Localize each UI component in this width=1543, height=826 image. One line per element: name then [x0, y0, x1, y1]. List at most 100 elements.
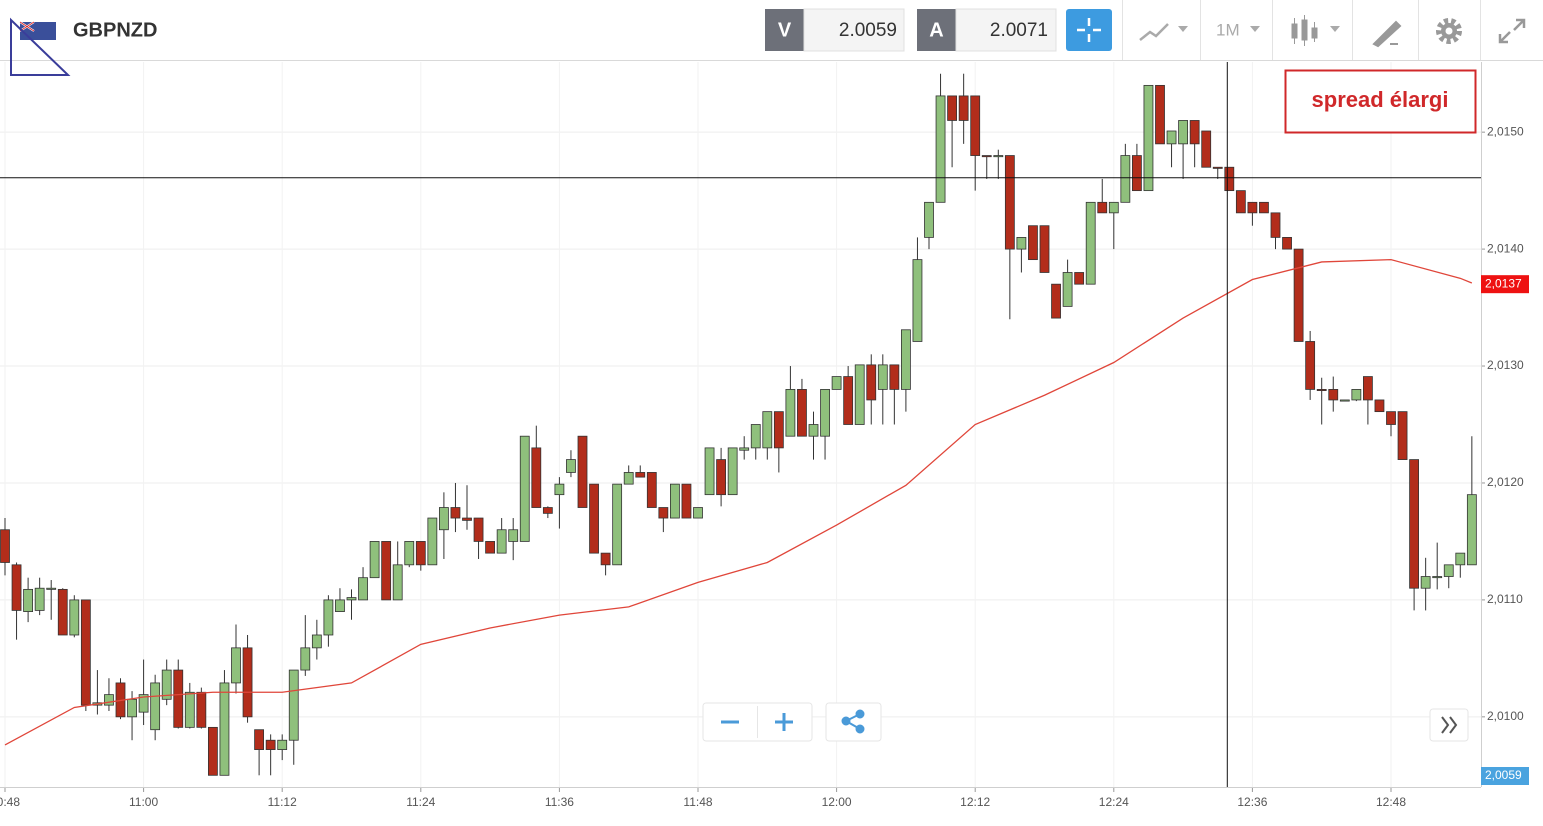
collapse-icon[interactable] — [1498, 18, 1526, 44]
candle-body — [150, 682, 161, 731]
candle-body — [924, 201, 934, 238]
y-tick-label: 2,0120 — [1487, 475, 1524, 489]
buy-label: A — [929, 19, 943, 41]
buy-price-box[interactable] — [955, 8, 1057, 52]
candle-body — [1316, 389, 1327, 391]
x-tick-label: 11:24 — [406, 795, 435, 809]
candle-body — [288, 669, 299, 741]
candle-body — [658, 507, 669, 519]
candle-body — [1397, 411, 1408, 460]
icon-part — [843, 713, 861, 730]
plot-area — [0, 73, 1477, 776]
share-box — [825, 702, 882, 742]
candle-body — [427, 517, 438, 566]
chart-type-icon[interactable] — [1139, 23, 1169, 41]
y-tick-label: 2,0100 — [1487, 709, 1524, 723]
candle-body — [993, 155, 1004, 158]
x-tick-label: 10:48 — [0, 795, 20, 809]
y-tick-label: 2,0110 — [1487, 592, 1523, 606]
candle-body — [1339, 399, 1350, 402]
candle-body — [1028, 225, 1038, 261]
candle-body — [231, 647, 241, 684]
timeframe[interactable]: 1M — [1216, 20, 1240, 39]
candle-body — [981, 155, 992, 158]
candle-body — [381, 541, 392, 601]
candle-body — [854, 364, 865, 425]
candle-body — [589, 483, 599, 554]
candle-body — [473, 517, 484, 542]
y-tick-label: 2,0150 — [1487, 124, 1524, 138]
candle-body — [901, 329, 911, 390]
flag — [20, 22, 56, 40]
candle-body — [1166, 130, 1177, 145]
candle-body — [1051, 283, 1061, 319]
candle-body — [577, 435, 588, 508]
candle-body — [196, 691, 207, 728]
candle-body — [727, 447, 738, 496]
scroll-end-icon[interactable] — [1441, 716, 1458, 734]
x-tick-label: 12:36 — [1237, 795, 1267, 809]
candle-body — [1247, 201, 1258, 214]
candle-body — [739, 447, 750, 451]
sell-label-box[interactable] — [765, 9, 804, 51]
candle-icon[interactable] — [1291, 15, 1318, 46]
candle-body — [392, 564, 403, 601]
candle-body — [23, 588, 34, 612]
price-tag — [1481, 275, 1529, 294]
candle-body — [1108, 201, 1119, 214]
candle-body — [242, 647, 253, 718]
price-tag — [1481, 767, 1529, 785]
zoom-in[interactable] — [775, 713, 793, 731]
candle-body — [369, 541, 380, 579]
sell-price-box[interactable] — [803, 8, 905, 52]
candle-body — [1004, 155, 1015, 250]
candle-body — [1097, 201, 1108, 214]
moving-average — [4, 258, 1473, 746]
buy-label-box[interactable] — [917, 9, 956, 51]
gear-teeth — [1436, 18, 1462, 44]
candle-body — [843, 376, 854, 425]
candle-body — [173, 669, 184, 728]
candle-body — [57, 588, 68, 636]
crosshair-icon — [1077, 18, 1101, 42]
candle-body — [1409, 459, 1419, 589]
annotation: spread élargi — [1312, 87, 1449, 112]
candle-body — [323, 599, 334, 636]
sell-price: 2.0059 — [839, 20, 897, 41]
candle-body — [254, 729, 265, 750]
candle-body — [1074, 272, 1085, 285]
candle-body — [69, 599, 80, 636]
flag-icon — [10, 17, 71, 76]
candle-body — [1305, 341, 1316, 390]
price-tag-label: 2,0059 — [1485, 768, 1522, 782]
candle-body — [508, 529, 519, 542]
draw-icon[interactable] — [1372, 20, 1402, 48]
candle-body — [438, 507, 449, 531]
candle-body — [127, 698, 137, 718]
candle-body — [450, 507, 461, 519]
candle-body — [681, 483, 692, 519]
flag-cross-red — [19, 21, 35, 32]
x-tick-label: 11:36 — [545, 795, 574, 809]
candle-body — [184, 691, 195, 728]
candle-body — [1143, 84, 1154, 192]
candle-body — [404, 541, 415, 566]
x-tick-label: 12:48 — [1376, 795, 1406, 809]
dropdown-arrow — [1178, 26, 1188, 32]
candle-body — [346, 597, 357, 601]
candle-body — [0, 529, 10, 563]
share-icon[interactable] — [841, 709, 865, 734]
candle-body — [1132, 155, 1142, 192]
price-tag-label: 2,0137 — [1485, 276, 1522, 290]
candle-body — [612, 483, 623, 566]
candle-body — [46, 587, 57, 590]
candle-body — [554, 483, 565, 496]
settings-icon[interactable] — [1436, 18, 1462, 44]
candle-body — [831, 376, 842, 390]
crosshair-button[interactable] — [1066, 9, 1112, 51]
candle-body — [693, 507, 703, 519]
candle-body — [1155, 84, 1165, 145]
candle-body — [1363, 376, 1373, 401]
candle-body — [1039, 225, 1050, 273]
